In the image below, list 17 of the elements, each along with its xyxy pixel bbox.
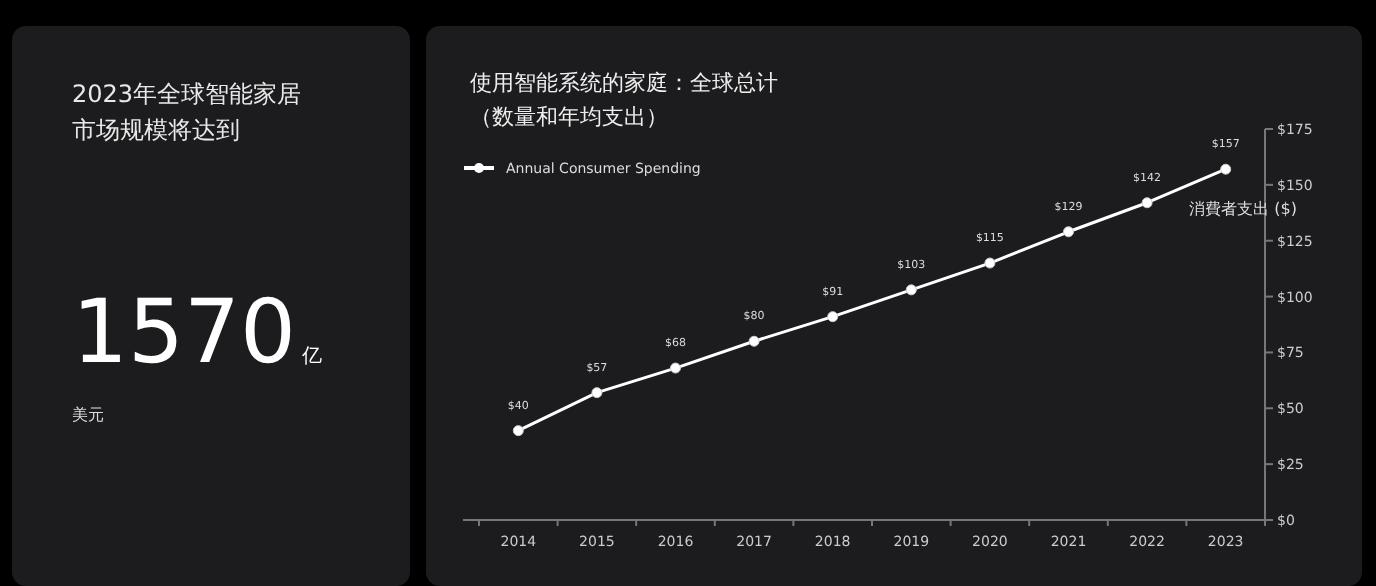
point [748, 335, 760, 347]
chart-title: 使用智能系统的家庭：全球总计 [470, 68, 778, 100]
point [1141, 197, 1153, 209]
chart-subtitle: （数量和年均支出） [470, 102, 668, 134]
point [984, 257, 996, 269]
point [827, 311, 839, 323]
point [905, 284, 917, 296]
text: 亿 [301, 346, 322, 368]
point [512, 425, 524, 437]
text: 1570 [72, 282, 296, 384]
y-axis-title: 消費者支出 ($) [1189, 199, 1297, 218]
point [1063, 226, 1074, 238]
text: 2023年全球智能家居市场规模将达到 [72, 78, 304, 148]
point [1220, 163, 1232, 175]
text: 美元 [72, 404, 104, 426]
point [670, 362, 681, 374]
point [591, 387, 603, 399]
